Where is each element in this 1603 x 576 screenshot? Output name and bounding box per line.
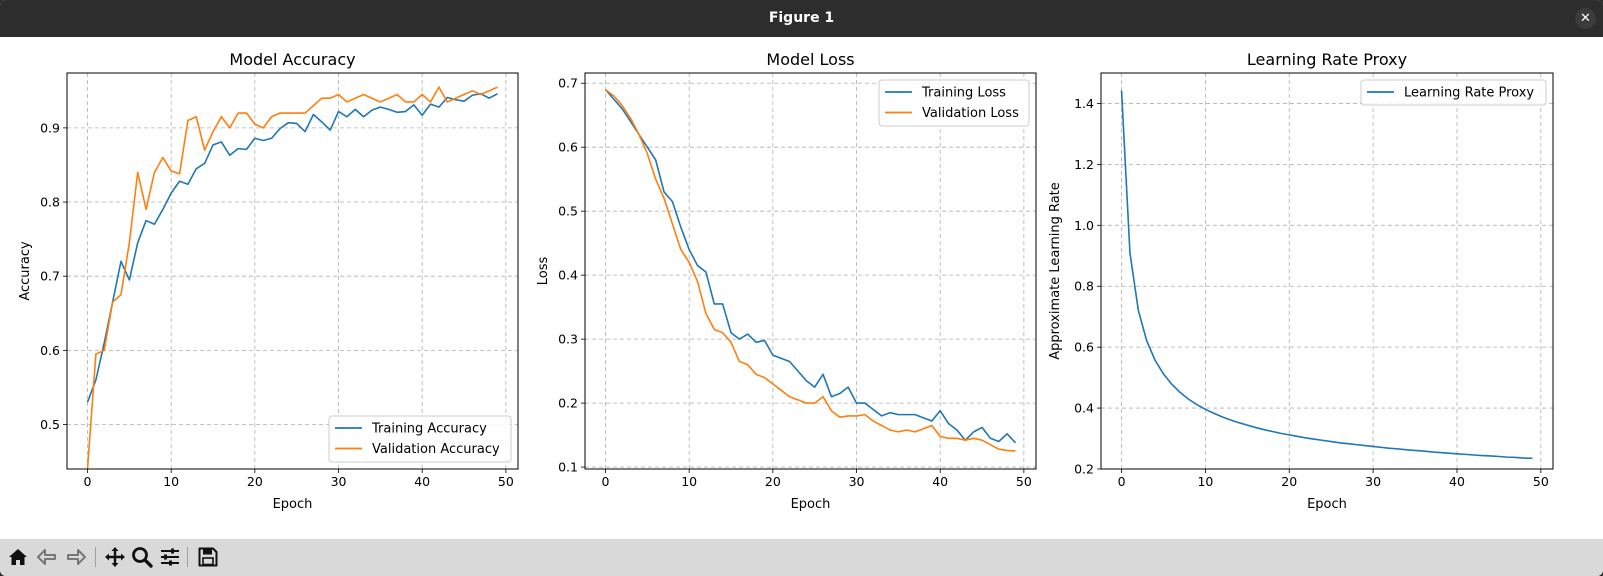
forward-icon [67,549,86,565]
close-button[interactable]: ✕ [1575,8,1596,29]
series-line-learning-rate-proxy [1120,90,1533,460]
configure-subplots-button[interactable] [158,545,182,569]
x-tick-label: 30 [331,474,347,489]
save-icon [198,547,218,567]
navigation-toolbar [0,539,1603,576]
y-tick-label: 1.2 [1074,157,1094,172]
x-tick-label: 20 [765,474,781,489]
y-axis-label: Accuracy [18,241,33,301]
legend-box [878,79,1030,127]
forward-button[interactable] [64,545,88,569]
chart-title: Model Loss [766,50,854,69]
y-tick-label: 0.2 [1074,462,1094,477]
x-axis-label: Epoch [791,497,831,512]
legend-label: Validation Loss [922,106,1019,121]
y-tick-label: 0.8 [40,195,60,210]
y-tick-label: 0.4 [1074,401,1094,416]
x-tick-label: 40 [414,474,430,489]
x-tick-label: 50 [1533,474,1549,489]
x-tick-label: 10 [681,474,697,489]
x-tick-label: 30 [1365,474,1381,489]
y-tick-label: 0.6 [40,343,60,358]
chart-title: Model Accuracy [229,50,355,69]
legend-box [1360,79,1547,106]
x-tick-label: 40 [1449,474,1465,489]
pan-icon [105,547,125,567]
y-tick-label: 0.1 [558,460,578,475]
x-axis-label: Epoch [273,497,313,512]
y-tick-label: 0.6 [1074,340,1094,355]
legend-label: Validation Accuracy [372,442,500,457]
configure-subplots-icon [161,548,179,566]
y-axis-label: Loss [536,257,551,286]
y-tick-label: 0.5 [558,204,578,219]
axes-frame [584,72,1037,470]
y-tick-label: 0.9 [40,120,60,135]
x-tick-label: 0 [84,474,92,489]
x-axis-label: Epoch [1307,497,1347,512]
x-tick-label: 50 [1016,474,1032,489]
legend-label: Learning Rate Proxy [1404,86,1534,101]
zoom-icon [132,547,153,568]
chart-title: Learning Rate Proxy [1247,50,1407,69]
axes-frame [1100,72,1554,470]
y-tick-label: 0.8 [1074,279,1094,294]
window-title: Figure 1 [768,10,835,26]
y-tick-label: 0.6 [558,140,578,155]
y-tick-label: 0.7 [40,269,60,284]
x-tick-label: 10 [1197,474,1213,489]
home-icon [9,549,27,565]
home-button[interactable] [6,545,30,569]
y-tick-label: 0.5 [40,417,60,432]
close-icon: ✕ [1580,11,1591,26]
x-tick-label: 0 [602,474,610,489]
y-tick-label: 0.7 [558,76,578,91]
save-button[interactable] [196,545,220,569]
x-tick-label: 30 [849,474,865,489]
toolbar-separator [95,547,96,567]
x-tick-label: 10 [163,474,179,489]
x-tick-label: 20 [1281,474,1297,489]
figure-canvas: 0 10 20 30 40 50 0.5 0.6 0.7 0.8 0.9 Model Accuracy… [18,50,1554,512]
y-tick-label: 0.4 [558,268,578,283]
y-axis-label: Approximate Learning Rate [1048,182,1063,360]
toolbar-separator [187,547,188,567]
title-bar: Figure 1 ✕ [0,0,1603,37]
back-button[interactable] [35,545,59,569]
y-tick-label: 1.4 [1074,96,1094,111]
y-tick-label: 1.0 [1074,218,1094,233]
y-tick-label: 0.3 [558,332,578,347]
series-line-training-accuracy [86,92,498,403]
legend-box [328,415,512,463]
pan-button[interactable] [103,545,127,569]
x-tick-label: 40 [932,474,948,489]
axes-frame [66,72,519,470]
back-icon [37,549,56,565]
series-line-training-loss [604,89,1017,444]
x-tick-label: 50 [498,474,514,489]
x-tick-label: 20 [247,474,263,489]
y-tick-label: 0.2 [558,396,578,411]
zoom-button[interactable] [130,545,154,569]
legend-label: Training Loss [921,86,1006,101]
series-line-validation-loss [605,88,1016,452]
legend-label: Training Accuracy [371,422,487,437]
series-line-validation-accuracy [86,86,498,470]
x-tick-label: 0 [1118,474,1126,489]
